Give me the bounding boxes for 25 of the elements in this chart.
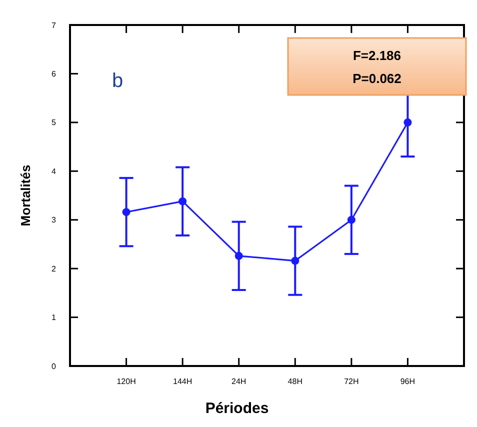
y-axis-title: Mortalités [18, 164, 33, 226]
x-tick-label: 120H [116, 377, 136, 386]
y-tick-label: 5 [52, 118, 57, 128]
y-tick-label: 4 [52, 166, 57, 176]
y-tick-label: 2 [52, 264, 57, 274]
point [347, 216, 356, 224]
x-tick-label: 48H [288, 377, 303, 386]
point [234, 252, 243, 260]
y-tick-label: 1 [52, 313, 57, 322]
x-tick-label: 144H [173, 377, 192, 386]
y-tick-label: 6 [52, 70, 57, 79]
y-tick-label: 0 [52, 362, 57, 371]
annotation: F=2.186 P=0.062 [352, 48, 402, 86]
point [291, 256, 300, 265]
x-tick-label: 72H [344, 377, 359, 386]
y-tick-label: 3 [52, 216, 57, 225]
point [178, 197, 187, 206]
x-axis-title: Périodes [205, 400, 269, 417]
point [122, 208, 130, 216]
note-box: F=2.186 P=0.062 [287, 37, 467, 96]
annotation: b [112, 70, 124, 92]
x-tick-label: 24H [232, 377, 246, 386]
x-tick-label: 96H [400, 377, 416, 386]
point [404, 118, 412, 126]
y-tick-label: 7 [52, 20, 57, 30]
